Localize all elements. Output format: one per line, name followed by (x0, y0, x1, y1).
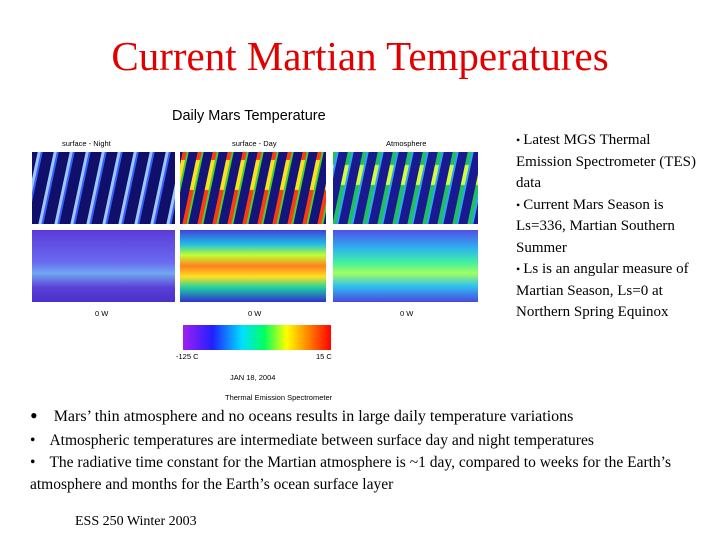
footer: ESS 250 Winter 2003 (75, 514, 197, 529)
bullet: The radiative time constant for the Mart… (30, 452, 700, 496)
panel-image (32, 152, 175, 224)
figure-date: JAN 18, 2004 (230, 373, 275, 382)
longitude-label: 0 W (400, 309, 414, 318)
side-bullet: Latest MGS Thermal Emission Spectrometer… (516, 130, 706, 195)
panel-label: surface - Night (62, 139, 112, 148)
panel-image (180, 152, 326, 224)
figure-title: Daily Mars Temperature (172, 108, 326, 124)
side-bullet: Ls is an angular measure of Martian Seas… (516, 259, 706, 324)
panel-image (333, 230, 478, 302)
panel-label: Atmosphere (386, 139, 426, 148)
bullet: Atmospheric temperatures are intermediat… (30, 430, 700, 452)
bullet: Mars’ thin atmosphere and no oceans resu… (30, 405, 700, 428)
side-bullets: Latest MGS Thermal Emission Spectrometer… (516, 130, 706, 324)
color-scale (183, 325, 331, 350)
figure-source: Thermal Emission Spectrometer (225, 393, 333, 402)
scale-max: 15 C (316, 352, 332, 361)
scale-min: -125 C (176, 352, 199, 361)
panel-label: surface - Day (232, 139, 277, 148)
longitude-label: 0 W (248, 309, 262, 318)
panel-image (180, 230, 326, 302)
panel-image (333, 152, 478, 224)
longitude-label: 0 W (95, 309, 109, 318)
slide-title: Current Martian Temperatures (111, 33, 609, 79)
panel-image (32, 230, 175, 302)
bullet-list: Mars’ thin atmosphere and no oceans resu… (30, 405, 700, 496)
side-bullet: Current Mars Season is Ls=336, Martian S… (516, 195, 706, 260)
